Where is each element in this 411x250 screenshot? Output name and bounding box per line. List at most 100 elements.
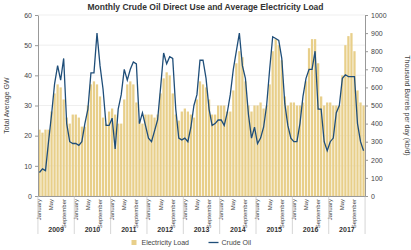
tick-label: 60 — [24, 12, 32, 19]
bar — [344, 45, 346, 196]
bar — [63, 99, 65, 196]
bar — [281, 60, 283, 196]
tick: 300 — [365, 138, 383, 145]
bar — [187, 112, 189, 196]
bar — [159, 93, 161, 196]
bar — [256, 106, 258, 197]
bar — [226, 112, 228, 196]
bar — [329, 102, 331, 196]
tick: January — [291, 199, 297, 220]
axis-line — [38, 16, 39, 197]
tick: May — [194, 199, 200, 210]
tick: May — [48, 199, 54, 210]
bar — [238, 51, 240, 196]
bar — [338, 106, 340, 197]
tick: 800 — [365, 48, 383, 55]
tick-mark — [365, 178, 368, 179]
bar — [235, 63, 237, 196]
tick: May — [85, 199, 91, 210]
bar — [202, 84, 204, 196]
tick-label: May — [121, 199, 127, 210]
bar — [305, 81, 307, 196]
bar — [105, 124, 107, 196]
bar — [272, 51, 274, 196]
tick: January — [218, 199, 224, 220]
tick: 0 — [28, 193, 38, 200]
tick-label: 300 — [371, 138, 383, 145]
tick-label: 50 — [24, 42, 32, 49]
bar — [123, 99, 125, 196]
tick: 200 — [365, 157, 383, 164]
bar — [253, 106, 255, 197]
group-divider — [183, 196, 184, 234]
tick: May — [121, 199, 127, 210]
tick-label: January — [218, 199, 224, 220]
bar — [302, 102, 304, 196]
tick: May — [230, 199, 236, 210]
year-label: 2009 — [48, 226, 64, 233]
tick-label: January — [327, 199, 333, 220]
tick-mark — [35, 45, 38, 46]
tick-label: September — [61, 199, 67, 228]
axis-line — [39, 196, 366, 197]
bar — [244, 81, 246, 196]
tick-label: May — [339, 199, 345, 210]
tick-label: September — [315, 199, 321, 228]
bar — [56, 84, 58, 196]
bar — [223, 106, 225, 197]
bar — [78, 118, 80, 196]
bar — [341, 75, 343, 196]
bar — [265, 106, 267, 197]
tick: 900 — [365, 30, 383, 37]
bar — [211, 115, 213, 196]
tick-label: January — [109, 199, 115, 220]
tick-label: September — [97, 199, 103, 228]
bar — [290, 102, 292, 196]
year-axis: 200920102011201220132014201520162017 — [38, 196, 365, 234]
bar — [350, 33, 352, 196]
tick: January — [145, 199, 151, 220]
title: Monthly Crude Oil Direct Use and Average… — [87, 2, 323, 12]
tick-label: September — [242, 199, 248, 228]
x-axis: January May September January May September Ja… — [36, 197, 365, 229]
legend-label: Crude Oil — [222, 239, 252, 246]
bar — [269, 84, 271, 196]
bar — [259, 102, 261, 196]
bar-series — [38, 33, 364, 196]
bar — [229, 112, 231, 196]
year-label: 2016 — [303, 226, 319, 233]
tick-label: 1000 — [371, 12, 387, 19]
bar — [114, 115, 116, 196]
tick-label: September — [170, 199, 176, 228]
year-label: 2011 — [121, 226, 136, 233]
bar — [250, 112, 252, 196]
year-label: 2013 — [194, 226, 210, 233]
tick-label: May — [267, 199, 273, 210]
tick-label: January — [291, 199, 297, 220]
bar — [141, 124, 143, 196]
legend: Electricity LoadCrude Oil — [132, 239, 252, 247]
tick-mark — [365, 160, 368, 161]
tick-label: September — [206, 199, 212, 228]
group-divider — [365, 196, 366, 234]
tick: September — [133, 199, 139, 228]
year-label: 2014 — [230, 226, 246, 233]
bar — [96, 84, 98, 196]
tick-label: May — [85, 199, 91, 210]
tick: 50 — [24, 42, 38, 49]
bar — [93, 81, 95, 196]
grid-line — [38, 15, 365, 16]
bar — [196, 99, 198, 196]
tick-mark — [365, 51, 368, 52]
tick-label: 0 — [371, 193, 375, 200]
tick-label: 500 — [371, 102, 383, 109]
group-divider — [328, 196, 329, 234]
tick: January — [254, 199, 260, 220]
tick-label: May — [303, 199, 309, 210]
bar — [60, 87, 62, 196]
y2-axis: 01002003004005006007008009001000 — [365, 12, 387, 200]
tick-label: September — [279, 199, 285, 228]
group-divider — [292, 196, 293, 234]
bar — [275, 39, 277, 196]
year-label: 2017 — [339, 226, 355, 233]
